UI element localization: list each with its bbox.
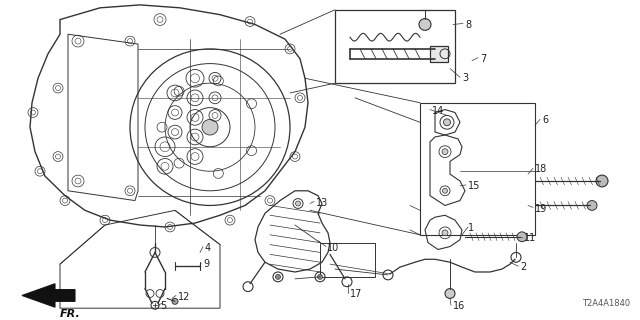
Text: 3: 3 (462, 73, 468, 84)
Circle shape (444, 119, 451, 126)
Circle shape (296, 201, 301, 206)
Circle shape (596, 175, 608, 187)
Text: 18: 18 (535, 164, 547, 174)
Text: 1: 1 (468, 223, 474, 233)
Text: 19: 19 (535, 204, 547, 213)
Text: 2: 2 (520, 262, 526, 272)
Text: 7: 7 (480, 54, 486, 64)
Text: 16: 16 (453, 301, 465, 311)
Circle shape (587, 201, 597, 210)
Bar (420, 103, 535, 235)
Bar (430, 46, 448, 62)
Text: 14: 14 (432, 106, 444, 116)
Circle shape (317, 275, 323, 279)
Bar (335, 10, 455, 83)
Text: FR.: FR. (60, 309, 81, 319)
Text: 8: 8 (465, 20, 471, 29)
Text: T2A4A1840: T2A4A1840 (582, 299, 630, 308)
Text: 6: 6 (542, 116, 548, 125)
Circle shape (202, 119, 218, 135)
Text: 9: 9 (203, 259, 209, 269)
Polygon shape (22, 284, 75, 307)
Text: 5: 5 (160, 301, 166, 311)
Text: 10: 10 (327, 243, 339, 252)
Circle shape (517, 232, 527, 242)
Circle shape (172, 299, 178, 304)
Circle shape (275, 275, 280, 279)
Circle shape (442, 149, 448, 155)
Bar (320, 243, 375, 277)
Text: 11: 11 (524, 233, 536, 243)
Text: 15: 15 (468, 181, 481, 191)
Circle shape (442, 230, 448, 236)
Text: 12: 12 (178, 292, 190, 301)
Text: 13: 13 (316, 198, 328, 208)
Circle shape (445, 289, 455, 299)
Text: 4: 4 (205, 243, 211, 252)
Circle shape (419, 19, 431, 30)
Text: 17: 17 (350, 289, 362, 299)
Circle shape (442, 188, 447, 193)
